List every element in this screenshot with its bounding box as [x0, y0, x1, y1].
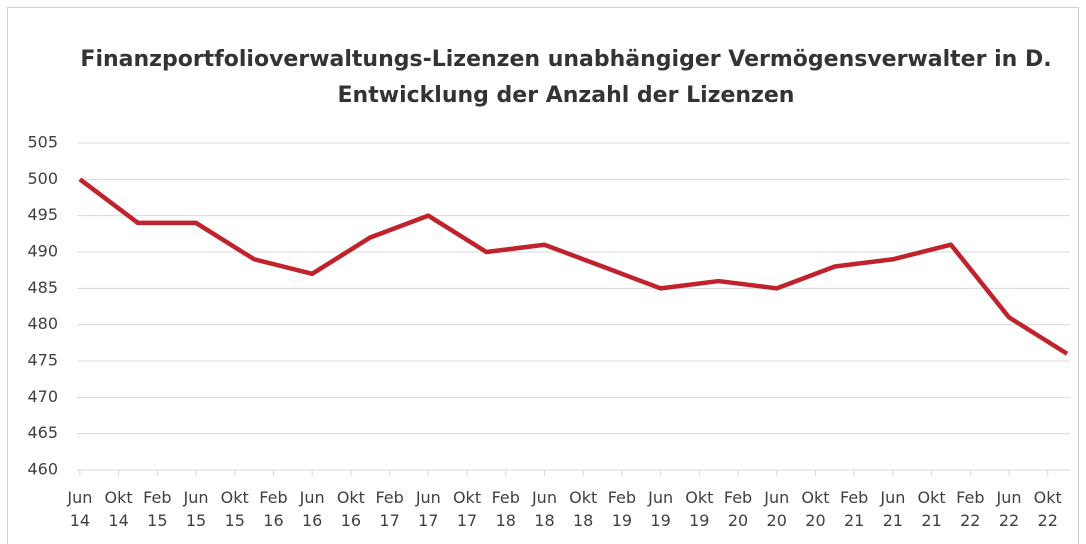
- x-tick-label: Jun 20: [764, 488, 790, 530]
- x-tick-label: Jun 17: [415, 488, 441, 530]
- y-tick-label: 480: [27, 314, 58, 333]
- x-tick-label: Okt 19: [685, 488, 714, 530]
- y-tick-label: 475: [27, 351, 58, 370]
- y-tick-label: 470: [27, 387, 58, 406]
- x-tick-label: Feb 17: [375, 488, 404, 530]
- y-tick-label: 495: [27, 205, 58, 224]
- x-tick-label: Feb 19: [607, 488, 637, 530]
- x-tick-label: Feb 15: [143, 488, 172, 530]
- x-tick-label: Okt 18: [569, 488, 598, 530]
- x-tick-label: Okt 16: [336, 488, 365, 530]
- x-tick-label: Feb 18: [491, 488, 520, 530]
- x-tick-label: Jun 22: [996, 488, 1022, 530]
- x-tick-label: Feb 22: [956, 488, 985, 530]
- x-tick-label: Okt 14: [104, 488, 133, 530]
- x-tick-label: Jun 14: [67, 488, 93, 530]
- x-tick-label: Jun 15: [183, 488, 209, 530]
- y-tick-label: 490: [27, 242, 58, 261]
- chart-border: [7, 7, 1079, 544]
- y-tick-label: 500: [27, 169, 58, 188]
- x-tick-label: Jun 16: [299, 488, 325, 530]
- y-tick-label: 485: [27, 278, 58, 297]
- x-tick-label: Okt 20: [801, 488, 830, 530]
- x-tick-label: Okt 22: [1033, 488, 1062, 530]
- y-tick-label: 505: [27, 133, 58, 152]
- x-tick-label: Jun 19: [648, 488, 674, 530]
- x-tick-label: Jun 18: [531, 488, 557, 530]
- x-tick-label: Feb 20: [723, 488, 753, 530]
- x-tick-label: Feb 21: [840, 488, 869, 530]
- y-tick-label: 460: [27, 460, 58, 479]
- x-tick-label: Okt 15: [220, 488, 249, 530]
- x-tick-label: Jun 21: [880, 488, 906, 530]
- x-tick-label: Okt 21: [917, 488, 946, 530]
- x-tick-label: Okt 17: [452, 488, 482, 530]
- chart-title: Finanzportfolioverwaltungs-Lizenzen unab…: [80, 47, 1051, 72]
- x-tick-label: Feb 16: [259, 488, 288, 530]
- chart-subtitle: Entwicklung der Anzahl der Lizenzen: [338, 83, 795, 108]
- data-line: [78, 177, 1069, 356]
- y-tick-label: 465: [27, 423, 58, 442]
